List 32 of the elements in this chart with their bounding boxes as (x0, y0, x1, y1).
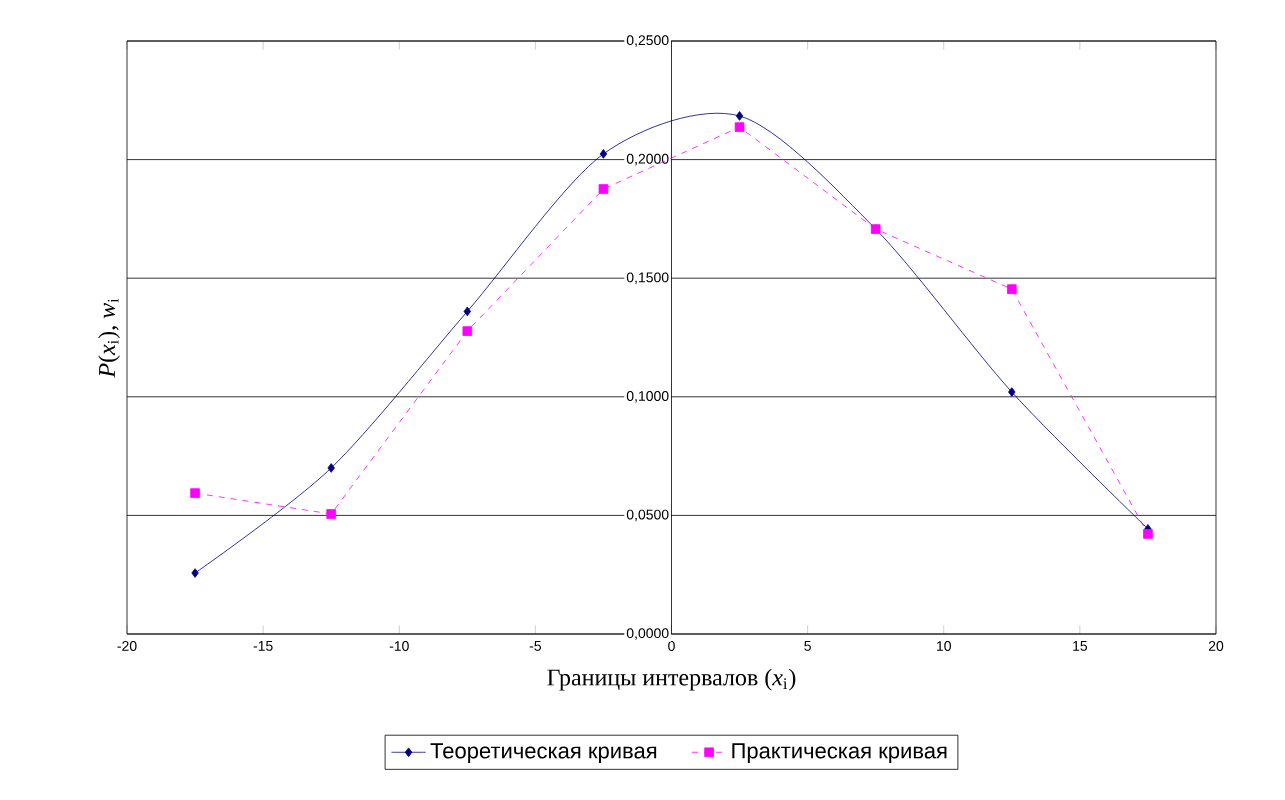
x-tick-label: 15 (1073, 641, 1088, 651)
point (734, 122, 745, 132)
point (1008, 387, 1016, 397)
x-tick-label: 20 (1208, 641, 1224, 651)
point (326, 509, 336, 519)
y-tick-label: 0,1500 (626, 272, 669, 284)
point (735, 111, 744, 121)
point (462, 326, 473, 336)
x-tick-label: 10 (937, 641, 951, 651)
point (1143, 529, 1153, 539)
x-tick-label: -15 (253, 641, 273, 651)
x-tick-label: -20 (117, 641, 137, 651)
y-axis-title: P(x$_{i}$), w$_{i}$ (98, 298, 120, 378)
legend-label: Теоретическая кривая (430, 743, 657, 763)
point (190, 488, 200, 498)
x-tick-label: 5 (804, 641, 811, 651)
y-tick-label: 0,2000 (626, 153, 669, 166)
y-tick-label: 0,0500 (626, 509, 669, 522)
y-tick-label: 0,1000 (626, 391, 669, 403)
x-axis-title: Границы интервалов (x$_{i}$) (547, 668, 796, 691)
point (598, 184, 609, 194)
y-tick-label: 0,2500 (626, 35, 669, 47)
x-tick-label: 0 (668, 641, 675, 651)
point (599, 149, 608, 159)
point (1007, 284, 1017, 294)
point (327, 463, 335, 473)
legend-label: Практическая кривая (732, 743, 947, 763)
y-tick-label: 0,0000 (626, 628, 669, 640)
point (463, 306, 472, 317)
x-tick-label: -10 (389, 641, 409, 651)
point (191, 568, 199, 578)
x-tick-label: -5 (529, 641, 541, 651)
